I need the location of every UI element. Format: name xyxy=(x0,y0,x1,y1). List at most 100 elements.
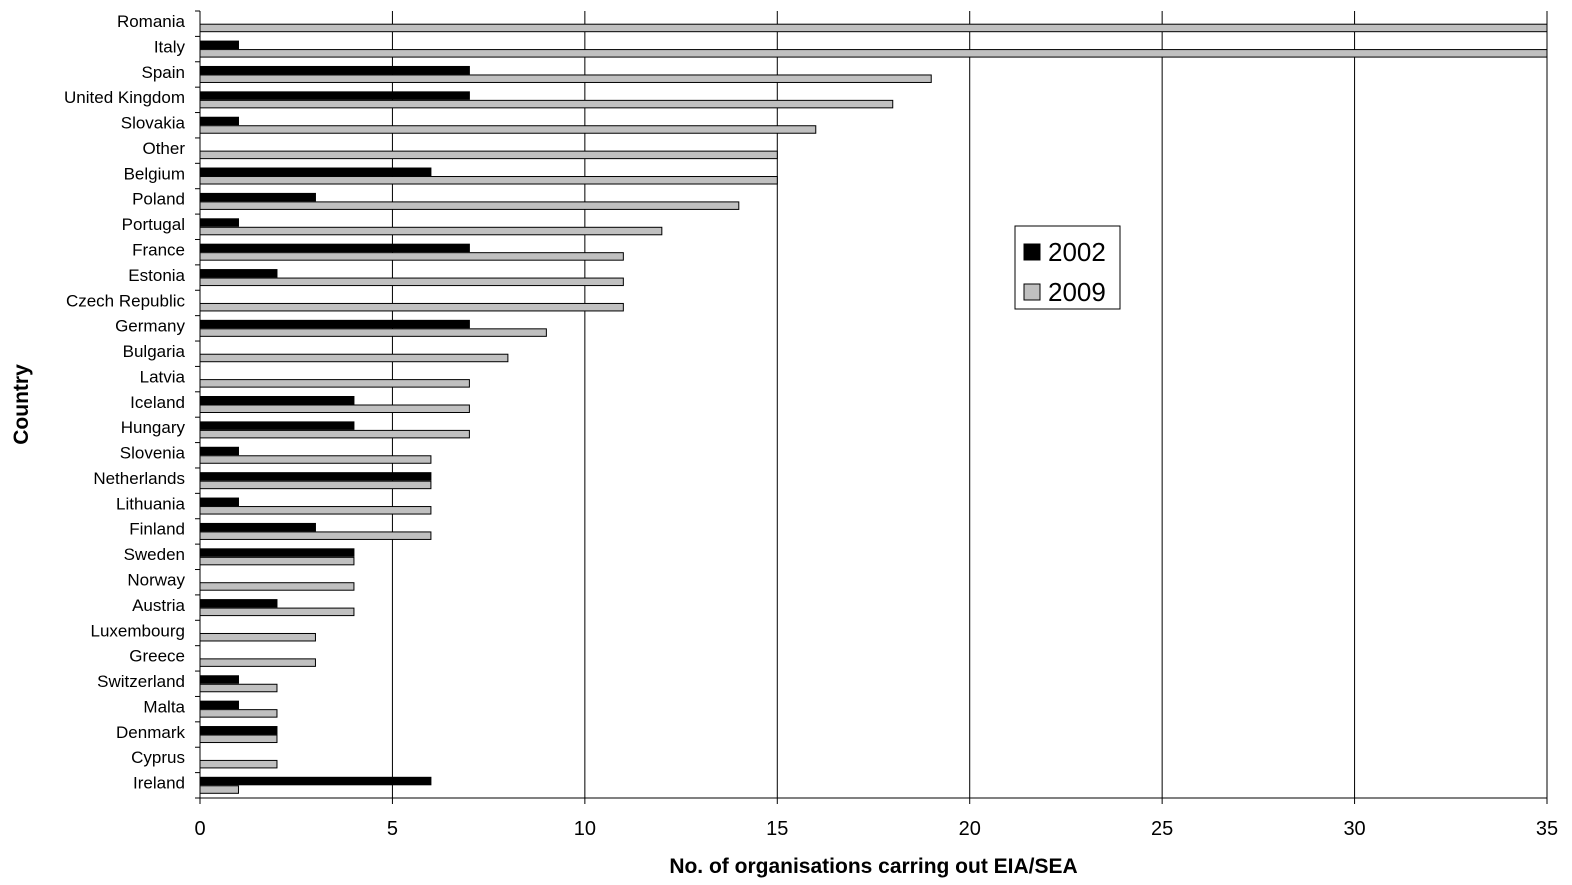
category-label: Iceland xyxy=(130,393,185,412)
legend: 2002 2009 xyxy=(1014,225,1121,310)
category-label: Portugal xyxy=(122,215,185,234)
bar-2009 xyxy=(199,302,624,312)
x-tick-label: 10 xyxy=(574,818,596,840)
bar-2009 xyxy=(199,150,778,160)
bar-2009 xyxy=(199,785,239,794)
category-label: Netherlands xyxy=(93,469,185,488)
bar-2002 xyxy=(199,91,470,100)
category-label: Hungary xyxy=(121,418,186,437)
category-label: Ireland xyxy=(133,774,185,793)
bar-2009 xyxy=(199,49,1548,58)
bar-2002 xyxy=(199,776,432,786)
axes xyxy=(195,10,1548,804)
category-label: Malta xyxy=(143,697,185,716)
category-label: Slovakia xyxy=(121,114,186,133)
legend-label-2009: 2009 xyxy=(1048,277,1106,307)
category-label: Italy xyxy=(154,37,186,56)
category-label: Belgium xyxy=(124,164,185,183)
category-label: Bulgaria xyxy=(123,342,186,361)
bar-2002 xyxy=(199,116,239,126)
bar-2002 xyxy=(199,675,239,684)
category-label: Lithuania xyxy=(116,494,186,513)
category-label: Denmark xyxy=(116,723,185,742)
bar-2009 xyxy=(199,74,932,83)
category-label: Norway xyxy=(127,571,185,590)
bar-2009 xyxy=(199,176,778,185)
bar-2009 xyxy=(199,252,624,261)
legend-swatch-2002 xyxy=(1023,243,1041,261)
bar-2002 xyxy=(199,726,278,735)
bar-2009 xyxy=(199,455,432,464)
y-axis-title: Country xyxy=(10,364,33,445)
category-labels: Romania Italy Spain United Kingdom Slovakia O… xyxy=(64,12,186,793)
bar-2002 xyxy=(199,65,470,75)
bars xyxy=(199,23,1548,794)
x-axis-title: No. of organisations carring out EIA/SEA xyxy=(669,855,1077,878)
bar-2009 xyxy=(199,328,547,337)
bar-2009 xyxy=(199,709,278,718)
bar-2009 xyxy=(199,277,624,287)
bar-2009 xyxy=(199,99,894,109)
bar-2002 xyxy=(199,396,355,405)
x-tick-label: 0 xyxy=(194,818,205,840)
x-tick-label: 35 xyxy=(1536,818,1558,840)
category-label: Estonia xyxy=(128,266,185,285)
bar-2002 xyxy=(199,522,316,532)
x-tick-label: 15 xyxy=(766,818,788,840)
bar-2002 xyxy=(199,446,239,456)
bar-2002 xyxy=(199,269,278,278)
bar-2002 xyxy=(199,548,355,557)
category-label: Romania xyxy=(117,12,186,31)
x-tick-label: 30 xyxy=(1343,818,1365,840)
category-label: United Kingdom xyxy=(64,88,185,107)
bar-2002 xyxy=(199,319,470,329)
bar-2009 xyxy=(199,379,470,388)
bar-2009 xyxy=(199,226,663,236)
bar-2009 xyxy=(199,429,470,439)
category-label: Slovenia xyxy=(120,444,186,463)
category-label: Finland xyxy=(129,520,185,539)
x-tick-label: 20 xyxy=(959,818,981,840)
bar-2009 xyxy=(199,506,432,515)
bar-2002 xyxy=(199,40,239,50)
bar-2002 xyxy=(199,472,432,481)
bar-2009 xyxy=(199,582,355,591)
bar-2009 xyxy=(199,658,316,667)
x-tick-labels: 0 5 10 15 20 25 30 35 xyxy=(194,818,1558,840)
category-label: Poland xyxy=(132,190,185,209)
bar-2002 xyxy=(199,218,239,227)
gridlines xyxy=(391,11,1548,798)
bar-2009 xyxy=(199,632,316,642)
category-label: Switzerland xyxy=(97,672,185,691)
bar-2009 xyxy=(199,531,432,540)
category-label: Germany xyxy=(115,317,185,336)
category-label: Latvia xyxy=(140,367,186,386)
bar-2002 xyxy=(199,700,239,710)
bar-2009 xyxy=(199,607,355,617)
bar-2009 xyxy=(199,353,509,363)
category-label: Sweden xyxy=(124,545,185,564)
bar-2002 xyxy=(199,497,239,507)
bar-2009 xyxy=(199,759,278,769)
bar-2009 xyxy=(199,734,278,744)
category-label: Greece xyxy=(129,647,185,666)
category-label: Spain xyxy=(142,63,185,82)
category-label: France xyxy=(132,240,185,259)
bar-2002 xyxy=(199,243,470,253)
category-label: Other xyxy=(142,139,185,158)
category-label: Luxembourg xyxy=(90,621,185,640)
bar-2002 xyxy=(199,599,278,608)
bar-2002 xyxy=(199,167,432,177)
legend-swatch-2009 xyxy=(1023,283,1041,301)
bar-2009 xyxy=(199,556,355,566)
bar-2009 xyxy=(199,480,432,490)
category-label: Austria xyxy=(132,596,185,615)
category-label: Czech Republic xyxy=(66,291,186,310)
x-tick-label: 25 xyxy=(1151,818,1173,840)
bar-2009 xyxy=(199,201,740,210)
legend-label-2002: 2002 xyxy=(1048,237,1106,267)
bar-2009 xyxy=(199,125,817,134)
x-tick-label: 5 xyxy=(387,818,398,840)
